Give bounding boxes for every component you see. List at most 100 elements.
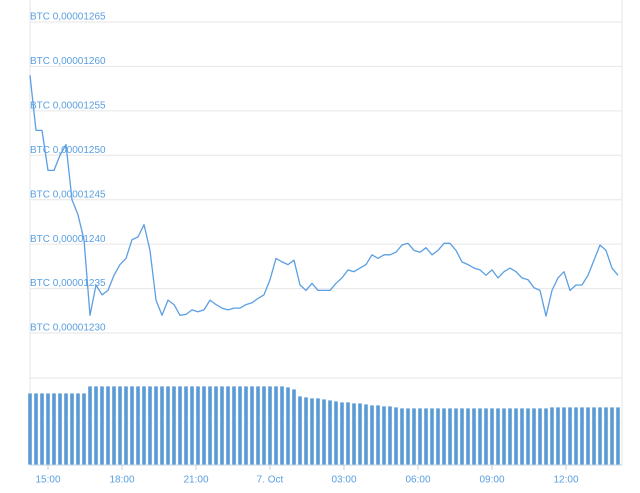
volume-bar (303, 396, 309, 466)
volume-bar (519, 407, 525, 466)
volume-bar (435, 407, 441, 466)
volume-bar (405, 407, 411, 466)
volume-bar (447, 407, 453, 466)
x-tick-label: 21:00 (183, 475, 208, 486)
volume-bar (189, 385, 195, 466)
volume-bar (111, 385, 117, 466)
volume-bar (525, 407, 531, 466)
volume-bar (147, 385, 153, 466)
volume-bar (297, 395, 303, 466)
volume-bar (171, 385, 177, 466)
volume-bar (495, 407, 501, 466)
volume-bar (393, 406, 399, 466)
x-tick-label: 7. Oct (257, 475, 284, 486)
volume-bar (33, 392, 39, 466)
volume-bar (555, 406, 561, 466)
volume-bar (345, 401, 351, 466)
volume-bar (195, 385, 201, 466)
volume-bar (363, 403, 369, 466)
volume-bar (123, 385, 129, 466)
x-tick-label: 06:00 (405, 475, 430, 486)
volume-bar (573, 406, 579, 466)
volume-bar (543, 407, 549, 466)
volume-bar (291, 388, 297, 466)
volume-bar (141, 385, 147, 466)
volume-bar (45, 392, 51, 466)
volume-bar (603, 406, 609, 466)
volume-bar (279, 385, 285, 466)
volume-bar (81, 392, 87, 466)
volume-bar (585, 406, 591, 466)
y-tick-label: BTC 0,00001235 (30, 278, 106, 289)
x-tick-label: 03:00 (331, 475, 356, 486)
x-tick-label: 12:00 (553, 475, 578, 486)
volume-bar (351, 402, 357, 466)
y-tick-label: BTC 0,00001245 (30, 189, 106, 200)
volume-bar (357, 402, 363, 466)
volume-bar (579, 406, 585, 466)
volume-bar (609, 406, 615, 466)
volume-bar (105, 385, 111, 466)
volume-bar (159, 385, 165, 466)
volume-bar (213, 385, 219, 466)
y-tick-label: BTC 0,00001250 (30, 145, 106, 156)
volume-bar (513, 407, 519, 466)
volume-bar (207, 385, 213, 466)
volume-bar (165, 385, 171, 466)
volume-bar (117, 385, 123, 466)
volume-bar (153, 385, 159, 466)
volume-bar (57, 392, 63, 466)
volume-bar (387, 405, 393, 466)
volume-bar (183, 385, 189, 466)
volume-bar (225, 385, 231, 466)
volume-bar (381, 405, 387, 466)
volume-bar (501, 407, 507, 466)
volume-bar (63, 392, 69, 466)
y-tick-label: BTC 0,00001240 (30, 234, 106, 245)
volume-bar (369, 404, 375, 466)
volume-bar (561, 406, 567, 466)
volume-bar (591, 406, 597, 466)
volume-bar (411, 407, 417, 466)
volume-bar (87, 385, 93, 466)
volume-bar (285, 386, 291, 466)
volume-bar (249, 385, 255, 466)
volume-bar (69, 392, 75, 466)
volume-bar (429, 407, 435, 466)
volume-bar (459, 407, 465, 466)
y-tick-label: BTC 0,00001255 (30, 100, 106, 111)
volume-bar (597, 406, 603, 466)
volume-bar (219, 385, 225, 466)
volume-bar (399, 407, 405, 466)
volume-bar (477, 407, 483, 466)
volume-bar (549, 406, 555, 466)
volume-bar (327, 399, 333, 466)
volume-bar (471, 407, 477, 466)
volume-bar (255, 385, 261, 466)
price-line (29, 75, 619, 317)
volume-bar (423, 407, 429, 466)
volume-bar (339, 401, 345, 466)
volume-bar (483, 407, 489, 466)
volume-bar (615, 406, 621, 466)
x-tick-label: 09:00 (479, 475, 504, 486)
volume-bar (201, 385, 207, 466)
x-tick-label: 18:00 (109, 475, 134, 486)
volume-bar (507, 407, 513, 466)
volume-bar (309, 397, 315, 466)
volume-bar (39, 392, 45, 466)
volume-bar (315, 397, 321, 466)
volume-bar (273, 385, 279, 466)
volume-bar (417, 407, 423, 466)
volume-bar (129, 385, 135, 466)
x-tick-label: 15:00 (35, 475, 60, 486)
volume-bar (27, 392, 33, 466)
y-tick-label: BTC 0,00001260 (30, 56, 106, 67)
volume-bar (75, 392, 81, 466)
volume-bar (489, 407, 495, 466)
volume-bar (261, 385, 267, 466)
volume-bar (375, 404, 381, 466)
y-tick-label: BTC 0,00001265 (30, 12, 106, 23)
volume-bar (465, 407, 471, 466)
